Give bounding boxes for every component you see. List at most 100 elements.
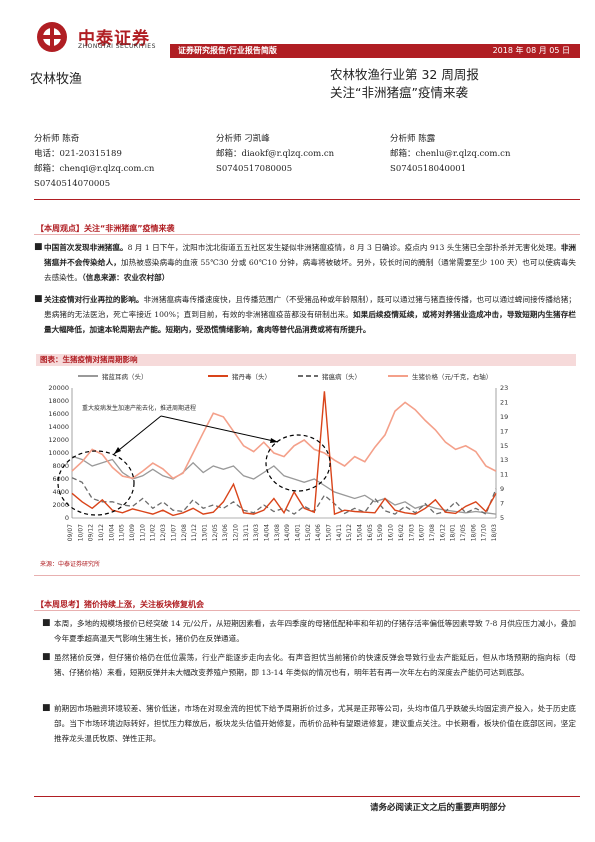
y-tick-label-right: 23 bbox=[500, 384, 508, 392]
x-tick-label: 12/08 bbox=[181, 524, 188, 541]
analyst-cert: S0740514070005 bbox=[34, 179, 111, 189]
highlight-circle bbox=[57, 450, 135, 516]
x-tick-label: 15/04 bbox=[357, 524, 364, 541]
bold-text: 如果后续疫情延续，或将对养猪业造成冲击，导致短期内生猪存栏量大幅降低，加速本轮周… bbox=[44, 310, 577, 334]
x-tick-label: 17/10 bbox=[481, 524, 488, 541]
text: 非洲猪瘟病毒传播速度快，且传播范围广（不受猪品种或年龄限制），既可以通过猪与猪直… bbox=[44, 295, 576, 319]
x-tick-label: 14/09 bbox=[284, 524, 291, 541]
x-tick-label: 16/10 bbox=[388, 524, 395, 541]
divider bbox=[34, 796, 580, 797]
logo-name-en: ZHONGTAI SECURITIES bbox=[78, 43, 156, 50]
series bbox=[71, 391, 497, 517]
logo-name-cn: 中泰证券 bbox=[78, 29, 150, 49]
text: 虽然猪价反弹，但仔猪价格仍在低位震荡，行业产能逐步走向去化。有声音担忧当前猪价的… bbox=[54, 653, 576, 677]
analyst-cert: S0740518040001 bbox=[390, 164, 467, 174]
divider bbox=[34, 575, 580, 576]
y-tick-label-left: 16000 bbox=[48, 410, 69, 418]
legend-label: 猪丹毒（头） bbox=[232, 372, 271, 381]
text: 本周，多地的规模场报价已经突破 14 元/公斤，从短期因素看，去年四季度的母猪低… bbox=[54, 619, 576, 643]
x-tick-label: 13/11 bbox=[243, 524, 250, 541]
x-tick-label: 12/03 bbox=[160, 524, 167, 541]
x-tick-label: 14/06 bbox=[315, 524, 322, 541]
y-tick-label-left: 18000 bbox=[48, 397, 69, 405]
y-tick-label-left: 2000 bbox=[52, 501, 69, 509]
y-tick-label-right: 17 bbox=[500, 427, 508, 435]
legend-label: 生猪价格（元/千克，右轴） bbox=[412, 372, 492, 381]
x-tick-label: 16/07 bbox=[419, 524, 426, 541]
x-tick-label: 16/05 bbox=[367, 524, 374, 541]
series-line-erysipelas bbox=[71, 391, 497, 517]
x-tick-label: 17/05 bbox=[460, 524, 467, 541]
arrowhead-icon bbox=[114, 447, 121, 454]
x-tick-label: 16/02 bbox=[398, 524, 405, 541]
annotation-arrow bbox=[113, 415, 162, 455]
x-tick-label: 12/05 bbox=[212, 524, 219, 541]
y-tick-label-left: 14000 bbox=[48, 423, 69, 431]
y-tick-label-left: 8000 bbox=[52, 462, 69, 470]
y-tick-label-left: 0 bbox=[65, 514, 69, 522]
x-tick-label: 14/11 bbox=[336, 524, 343, 541]
x-tick-label: 13/03 bbox=[253, 524, 260, 541]
y-tick-label-left: 10000 bbox=[48, 449, 69, 457]
annotation: 重大疫病发生加速产能去化，推进周期进程 bbox=[57, 404, 331, 516]
y-tick-label-right: 7 bbox=[500, 500, 504, 508]
report-date: 2018 年 08 月 05 日 bbox=[492, 46, 570, 55]
paragraph: ■ 关注疫情对行业再拉的影响。非洲猪瘟病毒传播速度快，且传播范围广（不受猪品种或… bbox=[34, 292, 577, 337]
legend-label: 猪瘟病（头） bbox=[322, 372, 361, 381]
analyst-email[interactable]: 邮箱：diaokf@r.qlzq.com.cn bbox=[216, 149, 335, 159]
report-type: 证券研究报告/行业报告简版 bbox=[178, 46, 277, 55]
header-banner: 证券研究报告/行业报告简版 2018 年 08 月 05 日 bbox=[170, 44, 580, 58]
report-title: 农林牧渔行业第 32 周周报 bbox=[330, 67, 479, 82]
x-tick-label: 18/06 bbox=[470, 524, 477, 541]
x-tick-label: 14/01 bbox=[295, 524, 302, 541]
divider bbox=[34, 199, 580, 200]
y-tick-label-right: 5 bbox=[500, 514, 504, 522]
x-tick-label: 11/12 bbox=[191, 524, 198, 541]
section-heading-viewpoint: 【本周观点】关注“非洲猪瘟”疫情来袭 bbox=[36, 224, 175, 233]
chart-source: 来源：中泰证券研究所 bbox=[40, 561, 101, 568]
bold-text: （信息来源：农业农村部） bbox=[81, 273, 170, 282]
x-tick-label: 17/03 bbox=[408, 524, 415, 541]
bullet-icon: ■ bbox=[42, 703, 51, 713]
x-tick-label: 09/12 bbox=[88, 524, 95, 541]
text: 加热被感染病毒的血液 55℃30 分或 60℃10 分钟，病毒将被破坏。另外，较… bbox=[44, 258, 576, 282]
y-tick-label-right: 15 bbox=[500, 442, 508, 450]
bullet-icon: ■ bbox=[34, 294, 43, 304]
bold-lead: 关注疫情对行业再拉的影响。 bbox=[44, 295, 144, 304]
arrowhead-icon bbox=[270, 438, 278, 443]
paragraph: ■ 虽然猪价反弹，但仔猪价格仍在低位震荡，行业产能逐步走向去化。有声音担忧当前猪… bbox=[42, 650, 576, 680]
x-tick-label: 10/12 bbox=[98, 524, 105, 541]
bullet-icon: ■ bbox=[34, 242, 43, 252]
y-tick-label-left: 12000 bbox=[48, 436, 69, 444]
x-tick-label: 15/09 bbox=[377, 524, 384, 541]
x-tick-label: 10/09 bbox=[129, 524, 136, 541]
x-tick-label: 09/07 bbox=[67, 524, 74, 541]
sector-label: 农林牧渔 bbox=[30, 72, 83, 87]
series-line-swine-fever bbox=[71, 477, 497, 516]
divider bbox=[34, 234, 580, 235]
x-tick-label: 10/07 bbox=[77, 524, 84, 541]
highlight-circle bbox=[265, 434, 331, 492]
x-tick-label: 15/07 bbox=[326, 524, 333, 541]
x-tick-label: 16/12 bbox=[439, 524, 446, 541]
text: 8 月 1 日下午，沈阳市沈北街道五五社区发生疑似非洲猪瘟疫情，8 月 3 日确… bbox=[127, 243, 561, 252]
bold-text: 非洲猪瘟并不会传染给人， bbox=[44, 243, 577, 267]
analyst-email[interactable]: 邮箱：chenlu@r.qlzq.com.cn bbox=[390, 149, 511, 159]
paragraph: ■ 本周，多地的规模场报价已经突破 14 元/公斤，从短期因素看，去年四季度的母… bbox=[42, 616, 576, 646]
chart-title: 图表：生猪疫情对猪周期影响 bbox=[36, 354, 576, 366]
y-tick-label-left: 20000 bbox=[48, 384, 69, 392]
paragraph: ■ 中国首次发现非洲猪瘟。8 月 1 日下午，沈阳市沈北街道五五社区发生疑似非洲… bbox=[34, 240, 577, 285]
series-line-blue-ear bbox=[71, 455, 497, 515]
x-tick-label: 11/05 bbox=[119, 524, 126, 541]
y-tick-label-right: 19 bbox=[500, 413, 508, 421]
analyst-block-2: 分析师 刁凯峰 邮箱：diaokf@r.qlzq.com.cn S0740517… bbox=[216, 132, 386, 177]
x-tick-label: 15/12 bbox=[346, 524, 353, 541]
divider bbox=[34, 610, 580, 611]
analyst-name: 分析师 陈露 bbox=[390, 134, 436, 144]
series-line-price bbox=[71, 401, 497, 480]
axes: 0 2000 4000 6000 8000 10000 12000 14000 16000 180… bbox=[48, 384, 508, 541]
analyst-email[interactable]: 邮箱：chenqi@r.qlzq.com.cn bbox=[34, 164, 155, 174]
y-tick-label-right: 21 bbox=[500, 398, 508, 406]
legend-label: 猪蓝耳病（头） bbox=[102, 372, 148, 381]
analyst-name: 分析师 刁凯峰 bbox=[216, 134, 270, 144]
